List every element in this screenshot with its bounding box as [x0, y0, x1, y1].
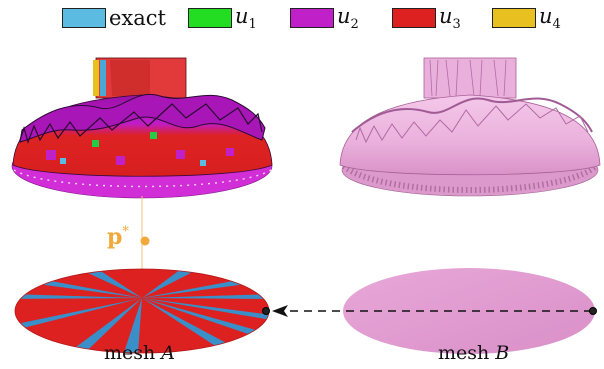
mesh-a-patch	[46, 150, 56, 160]
legend-label-u4: u4	[539, 3, 561, 33]
legend-label-u3: u3	[439, 3, 461, 33]
mesh-a-rim-edge	[13, 169, 272, 188]
disk-a-stripe	[43, 281, 142, 298]
disk-a-stripes	[20, 270, 269, 353]
disk-a-stripe	[142, 294, 264, 299]
disk-b	[343, 268, 595, 354]
disk-a-stripe	[142, 298, 256, 334]
legend-item-u4: u4	[492, 3, 561, 33]
mesh-a-patch	[60, 158, 66, 164]
mesh-a-patch	[92, 140, 99, 147]
legend-swatch-exact	[62, 8, 106, 28]
legend-label-exact: exact	[109, 6, 166, 30]
mesh-a-patch	[226, 148, 234, 156]
arrow-head	[272, 305, 288, 317]
point-label: p*	[107, 224, 129, 250]
mesh-a-column-shade	[110, 60, 150, 96]
correspondence-arrow	[262, 305, 597, 317]
mesh-a-patch	[116, 156, 125, 165]
legend-swatch-u1	[188, 8, 232, 28]
disk-a-stripe	[76, 298, 142, 350]
mesh-a-column-yellow	[93, 60, 99, 96]
mesh-b-wave-ridge	[351, 97, 593, 133]
legend-item-u3: u3	[392, 3, 461, 33]
disk-a-stripe	[20, 298, 142, 328]
mesh-b-dome	[339, 57, 601, 197]
disk-a-stripe	[142, 270, 192, 298]
arrow-end-dot	[262, 307, 270, 315]
arrow-start-dot	[589, 307, 597, 315]
legend-item-u2: u2	[290, 3, 359, 33]
point-marker	[140, 236, 150, 246]
mesh-a-wave-band	[19, 93, 266, 143]
disk-a-stripe	[142, 298, 226, 346]
legend-swatch-u2	[290, 8, 334, 28]
disk-a-stripe	[142, 281, 241, 298]
mesh-a-patch	[176, 150, 185, 159]
mesh-a-dome	[11, 57, 273, 199]
disk-a-stripe	[142, 298, 269, 320]
legend: exact u1 u2 u3 u4	[0, 4, 604, 32]
legend-label-u1: u1	[235, 3, 257, 33]
legend-item-u1: u1	[188, 3, 257, 33]
legend-label-u2: u2	[337, 3, 359, 33]
mesh-b-ridge-spikes	[355, 103, 589, 144]
caption-mesh-a: mesh A	[104, 342, 176, 364]
mesh-a-spikes	[19, 103, 263, 144]
mesh-b-rim-ribs	[342, 163, 598, 193]
legend-item-exact: exact	[62, 6, 166, 30]
mesh-a-patch	[200, 160, 206, 166]
caption-mesh-b: mesh B	[438, 342, 510, 364]
mesh-a-column-blue	[100, 60, 106, 96]
disk-a	[14, 268, 270, 354]
mesh-b-body	[339, 94, 601, 176]
mesh-a-patch	[150, 132, 157, 139]
legend-swatch-u3	[392, 8, 436, 28]
disk-a-stripe	[123, 298, 142, 353]
mesh-b-column-lines	[429, 59, 507, 97]
legend-swatch-u4	[492, 8, 536, 28]
disk-a-stripe	[87, 271, 142, 298]
disk-a-stripe	[20, 294, 142, 299]
